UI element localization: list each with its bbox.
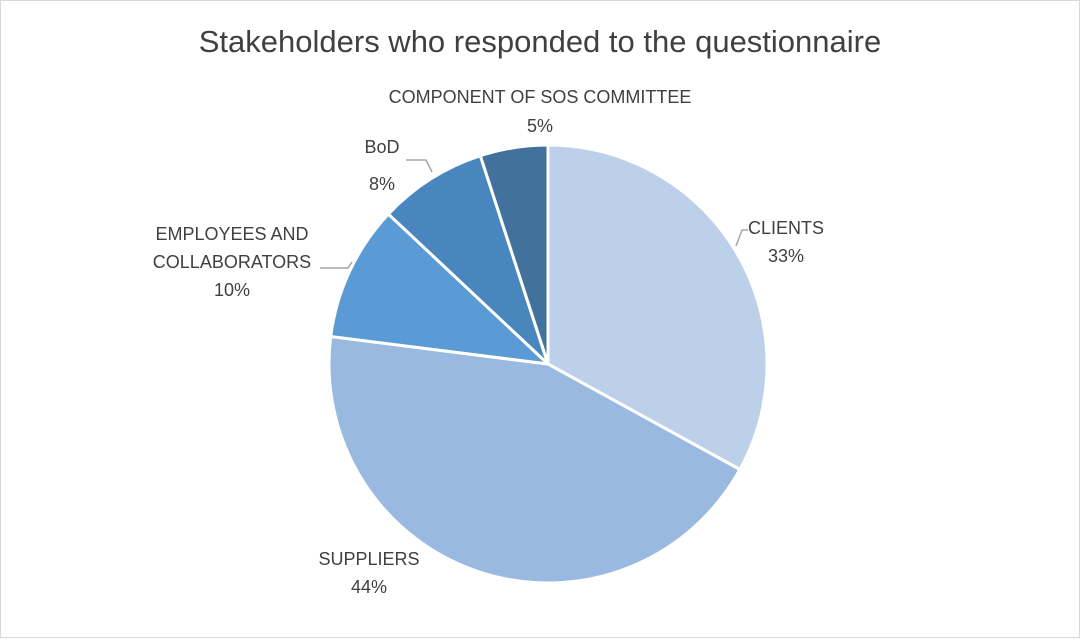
data-label-suppliers: SUPPLIERS 44%: [318, 549, 419, 597]
pie-slice-component-of-sos-committee: [478, 143, 550, 366]
slice-value-employees: 10%: [214, 280, 250, 300]
data-label-employees: EMPLOYEES AND COLLABORATORS 10%: [153, 224, 311, 300]
pie-slices: [327, 143, 769, 585]
pie-slice-suppliers: [327, 335, 742, 585]
slice-value-sos-committee: 5%: [527, 116, 553, 136]
leader-line-employees: [320, 261, 353, 269]
slice-label-employees-line1: EMPLOYEES AND: [155, 224, 308, 244]
slice-label-sos-committee: COMPONENT OF SOS COMMITTEE: [389, 87, 692, 107]
data-label-bod: BoD 8%: [364, 137, 399, 194]
leader-line-bod: [406, 159, 433, 173]
data-label-clients: CLIENTS 33%: [748, 218, 824, 266]
slice-label-bod: BoD: [364, 137, 399, 157]
slice-label-clients: CLIENTS: [748, 218, 824, 238]
data-label-sos-committee: COMPONENT OF SOS COMMITTEE 5%: [389, 87, 692, 136]
slice-value-suppliers: 44%: [351, 577, 387, 597]
chart-title: Stakeholders who responded to the questi…: [199, 24, 881, 59]
slice-value-clients: 33%: [768, 246, 804, 266]
leader-line-clients: [735, 229, 748, 247]
slice-label-suppliers: SUPPLIERS: [318, 549, 419, 569]
pie-slice-clients: [546, 143, 769, 471]
pie-slice-employees-and-collaborators: [329, 212, 550, 366]
pie-slice-bod: [386, 154, 550, 366]
slice-label-employees-line2: COLLABORATORS: [153, 252, 311, 272]
slice-value-bod: 8%: [369, 174, 395, 194]
